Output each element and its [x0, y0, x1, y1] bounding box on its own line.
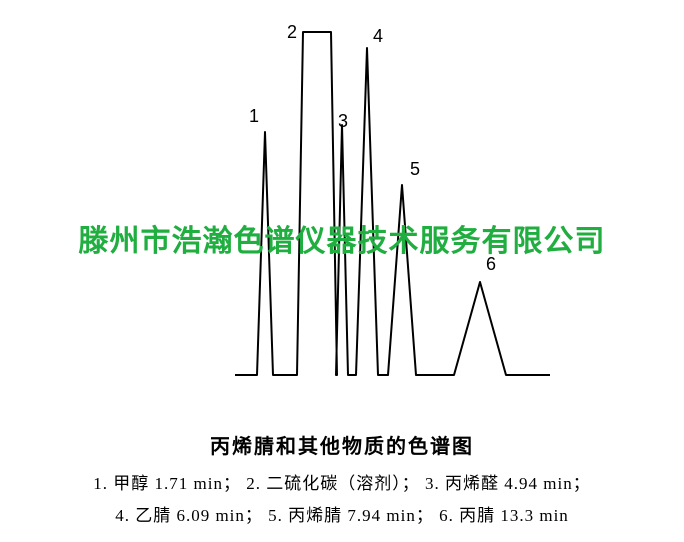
figure-caption: 丙烯腈和其他物质的色谱图 [0, 430, 684, 459]
peak-label-5: 5 [410, 159, 420, 180]
chromatogram-svg [120, 20, 560, 400]
chromatogram-trace [235, 32, 550, 375]
peak-label-2: 2 [287, 22, 297, 43]
peak-label-3: 3 [338, 111, 348, 132]
chromatogram-container: 1 2 3 4 5 6 [120, 20, 560, 400]
legend-line-1: 1. 甲醇 1.71 min； 2. 二硫化碳（溶剂）； 3. 丙烯醛 4.94… [0, 468, 684, 500]
peak-label-6: 6 [486, 254, 496, 275]
peak-label-4: 4 [373, 26, 383, 47]
peak-label-1: 1 [249, 106, 259, 127]
legend-line-2: 4. 乙腈 6.09 min； 5. 丙烯腈 7.94 min； 6. 丙腈 1… [0, 500, 684, 532]
figure-legend: 1. 甲醇 1.71 min； 2. 二硫化碳（溶剂）； 3. 丙烯醛 4.94… [0, 468, 684, 533]
